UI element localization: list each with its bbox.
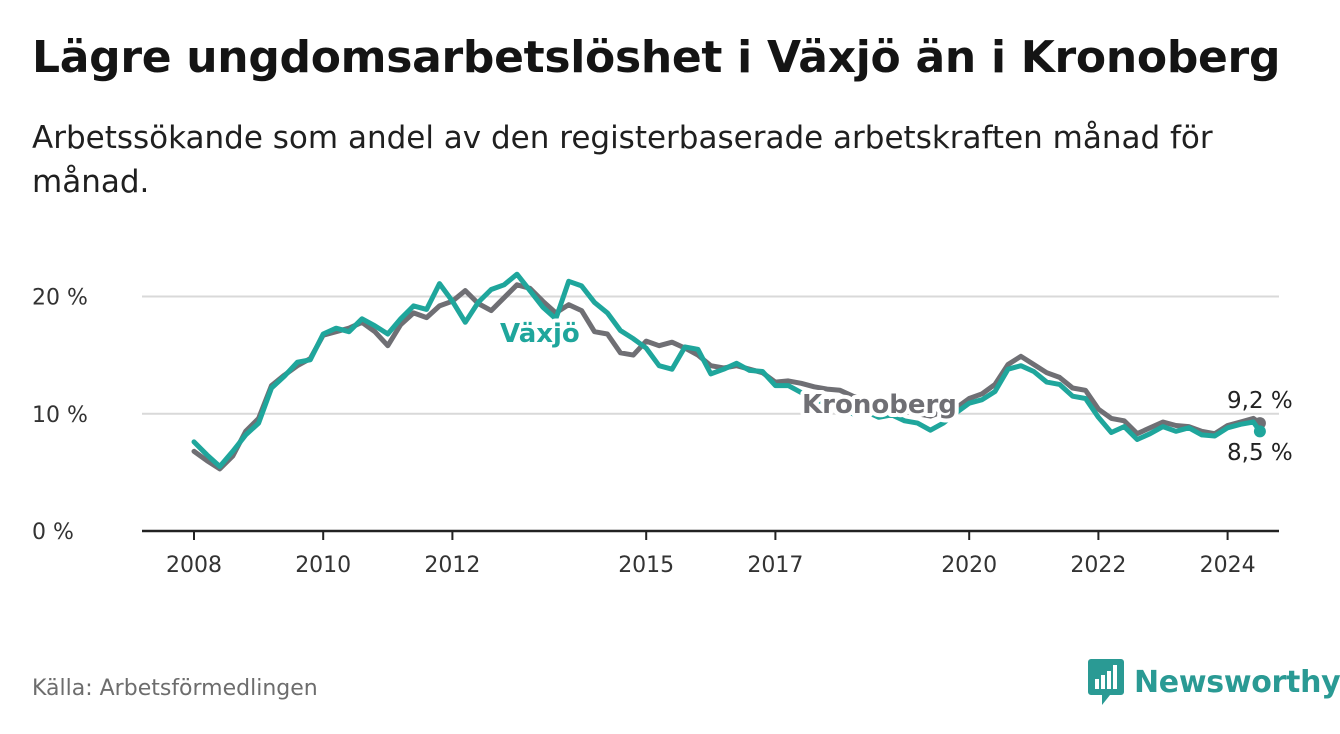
- chart-title: Lägre ungdomsarbetslöshet i Växjö än i K…: [32, 32, 1281, 83]
- y-tick-label: 10 %: [32, 403, 88, 428]
- x-tick-label: 2012: [424, 553, 480, 578]
- x-tick-label: 2008: [166, 553, 222, 578]
- x-tick-label: 2022: [1070, 553, 1126, 578]
- series-line-vaxjo: [191, 271, 1263, 469]
- source-note: Källa: Arbetsförmedlingen: [32, 676, 318, 701]
- newsworthy-logo: Newsworthy: [1088, 658, 1340, 706]
- x-tick-label: 2020: [941, 553, 997, 578]
- y-tick-label: 0 %: [32, 520, 74, 545]
- series-label-vaxjo: Växjö: [500, 319, 580, 349]
- y-tick-label: 20 %: [32, 286, 88, 311]
- newsworthy-logo-icon: [1088, 659, 1124, 705]
- chart-subtitle: Arbetssökande som andel av den registerb…: [32, 120, 1213, 200]
- x-tick-label: 2024: [1200, 553, 1256, 578]
- x-tick-label: 2017: [747, 553, 803, 578]
- brand-name: Newsworthy: [1134, 664, 1340, 700]
- end-value-label-kronoberg: 9,2 %: [1227, 388, 1293, 414]
- end-value-label-vaxjo: 8,5 %: [1227, 440, 1293, 466]
- series-label-kronoberg: Kronoberg: [802, 390, 957, 420]
- x-tick-label: 2015: [618, 553, 674, 578]
- x-tick-label: 2010: [295, 553, 351, 578]
- series-end-marker-vaxjo: [1253, 425, 1266, 438]
- series-line-kronoberg: [191, 282, 1263, 472]
